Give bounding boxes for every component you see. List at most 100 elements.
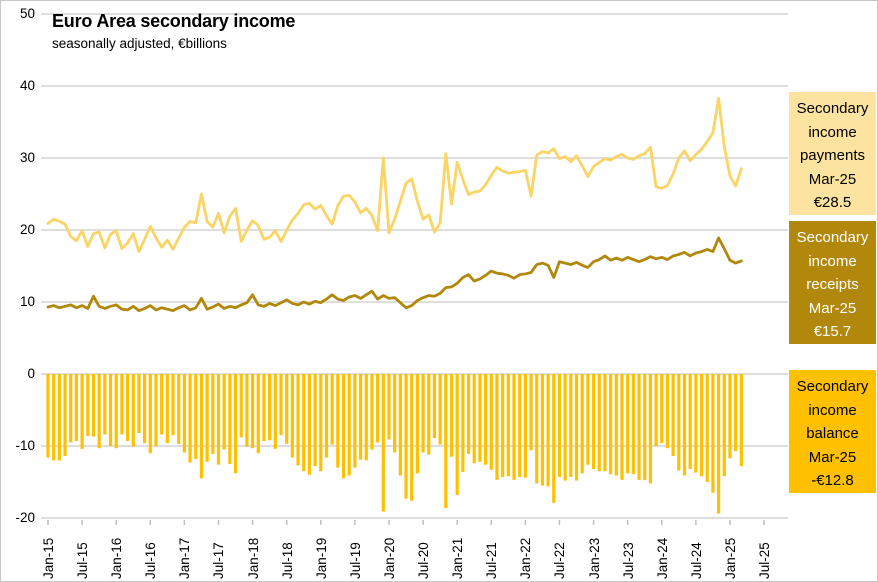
balance-bar (529, 374, 533, 451)
x-axis-tick-label: Jul-20 (416, 542, 432, 579)
balance-bar (324, 374, 329, 458)
balance-bar (69, 374, 73, 443)
balance-bar (131, 374, 135, 447)
balance-bar (580, 374, 584, 474)
balance-bar (449, 374, 454, 457)
balance-bar (114, 374, 118, 449)
balance-bar (250, 374, 255, 449)
balance-bar (671, 374, 675, 457)
balance-bar (620, 374, 624, 480)
balance-bar (722, 374, 726, 477)
balance-bar (455, 374, 459, 495)
balance-bar (518, 374, 522, 477)
balance-bar (569, 374, 573, 477)
balance-bar (523, 374, 527, 478)
balance-bar (546, 374, 550, 487)
x-axis-tick-label: Jul-21 (484, 542, 500, 579)
balance-bar (540, 374, 545, 486)
balance-bar (631, 374, 635, 475)
y-axis-tick-label: 20 (19, 222, 35, 237)
balance-bar (205, 374, 209, 462)
balance-bar (171, 374, 175, 436)
balance-bar (52, 374, 56, 461)
legend-receipts-value: €15.7 (813, 323, 852, 340)
balance-bar (143, 374, 147, 444)
balance-bar (438, 374, 442, 445)
balance-bar (256, 374, 260, 454)
x-axis-tick-label: Jan-18 (245, 537, 261, 579)
balance-bar (154, 374, 158, 446)
legend-receipts-label: Secondary income receipts (796, 229, 869, 293)
x-axis-tick-label: Jan-15 (41, 537, 56, 579)
balance-bar (319, 374, 323, 472)
balance-bar (654, 374, 658, 446)
x-axis-tick-label: Jan-16 (109, 537, 125, 579)
balance-bar (563, 374, 567, 481)
balance-bar (483, 374, 488, 465)
balance-bar (165, 374, 169, 444)
balance-bar (404, 374, 408, 499)
balance-bar (643, 374, 647, 480)
balance-bar (290, 374, 294, 458)
y-axis-tick-label: -20 (15, 510, 35, 525)
x-axis-tick-label: Jul-22 (552, 542, 568, 579)
balance-bar (370, 374, 374, 450)
balance-bar (353, 374, 357, 468)
balance-bar (137, 374, 141, 434)
x-axis-tick-label: Jul-18 (279, 542, 295, 579)
x-axis-tick-label: Jan-21 (450, 537, 466, 579)
balance-bar (705, 374, 709, 482)
balance-bar (268, 374, 272, 441)
balance-bar (381, 374, 385, 512)
balance-bar (120, 374, 124, 435)
balance-bar (245, 374, 249, 447)
y-axis-tick-label: 50 (19, 6, 35, 21)
balance-bar (103, 374, 107, 435)
legend-payments-value: €28.5 (813, 194, 852, 211)
legend-balance-label: Secondary income balance (796, 378, 869, 442)
balance-bar (535, 374, 539, 484)
y-axis-tick-label: 10 (19, 294, 35, 309)
balance-bar (222, 374, 226, 450)
y-axis-tick-label: -10 (15, 438, 35, 453)
balance-bar (358, 374, 363, 460)
balance-bar (461, 374, 465, 472)
balance-bar (552, 374, 556, 503)
legend-balance-period: Mar-25 (808, 448, 857, 466)
balance-bar (194, 374, 198, 459)
balance-bar (239, 374, 243, 438)
balance-bar (637, 374, 641, 480)
balance-bar (108, 374, 113, 446)
balance-bar (506, 374, 510, 477)
balance-bar (597, 374, 601, 472)
balance-bar (393, 374, 397, 453)
x-axis-tick-label: Jul-25 (757, 542, 773, 579)
x-axis-tick-label: Jul-23 (620, 542, 636, 579)
balance-bar (398, 374, 402, 476)
legend-balance: Secondary income balance Mar-25 -€12.8 (789, 370, 876, 493)
balance-bar (387, 374, 391, 440)
legend-payments-label: Secondary income payments (796, 100, 869, 164)
y-axis-tick-label: 40 (19, 78, 35, 93)
balance-bar (688, 374, 692, 470)
balance-bar (421, 374, 425, 453)
balance-bar (285, 374, 289, 444)
balance-bar (699, 374, 704, 477)
balance-bar (199, 374, 204, 479)
balance-bar (160, 374, 164, 435)
x-axis-tick-label: Jan-24 (654, 537, 670, 579)
y-axis-tick-label: 30 (19, 150, 35, 165)
balance-bar (444, 374, 448, 508)
x-axis-tick-label: Jul-17 (211, 542, 227, 579)
balance-bar (211, 374, 215, 454)
balance-bar (57, 374, 61, 461)
balance-bar (489, 374, 493, 470)
balance-bar (728, 374, 732, 459)
page-title: Euro Area secondary income (52, 11, 296, 31)
balance-bar (188, 374, 192, 463)
x-axis-tick-label: Jan-22 (518, 537, 534, 579)
secondary-income-payments-line (46, 96, 743, 254)
balance-bar (677, 374, 681, 471)
